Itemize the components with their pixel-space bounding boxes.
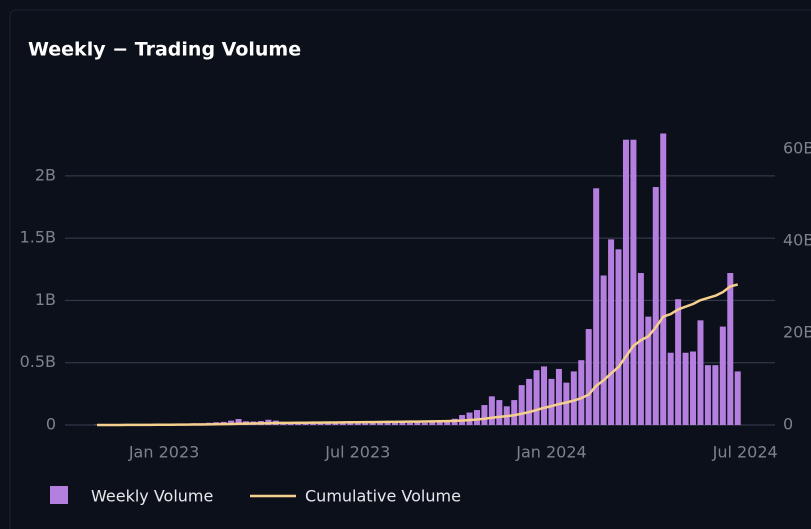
bar xyxy=(608,239,615,425)
bar xyxy=(421,422,428,425)
x-tick-label: Jan 2024 xyxy=(515,443,586,462)
bar xyxy=(310,423,317,425)
legend-swatch xyxy=(50,486,68,504)
bar xyxy=(317,423,324,425)
y-tick-label: 2B xyxy=(35,165,56,184)
bar xyxy=(727,273,734,425)
bar xyxy=(526,378,533,425)
bar xyxy=(518,385,525,425)
bar xyxy=(406,422,413,425)
y-tick-label: 1.5B xyxy=(20,228,56,247)
x-tick-label: Jan 2023 xyxy=(128,443,199,462)
bar xyxy=(392,422,399,425)
bar xyxy=(734,371,741,425)
bar xyxy=(235,419,242,425)
bar xyxy=(377,422,384,425)
y-tick-label: 0 xyxy=(46,415,56,434)
y2-tick-label: 0 xyxy=(783,415,793,434)
bar xyxy=(496,400,503,425)
bar xyxy=(533,370,540,425)
bar xyxy=(347,423,354,425)
bar xyxy=(444,421,451,425)
bar xyxy=(429,422,436,425)
line xyxy=(97,283,739,427)
bar xyxy=(667,352,674,425)
bar xyxy=(362,423,369,425)
bar xyxy=(332,423,339,425)
bar xyxy=(690,351,697,425)
bar xyxy=(473,410,480,425)
bar xyxy=(488,396,495,425)
bar xyxy=(384,422,391,425)
bar xyxy=(697,320,704,425)
x-tick-label: Jul 2024 xyxy=(712,443,778,462)
y2-tick-label: 40B xyxy=(783,230,811,249)
bar xyxy=(630,139,637,425)
bar xyxy=(682,352,689,425)
bar xyxy=(555,368,562,425)
y-tick-label: 0.5B xyxy=(20,352,56,371)
bar xyxy=(354,423,361,425)
bar xyxy=(511,400,518,425)
bar xyxy=(578,360,585,425)
bar xyxy=(324,423,331,425)
bar xyxy=(704,365,711,425)
chart-title: Weekly − Trading Volume xyxy=(28,39,301,61)
legend-label: Cumulative Volume xyxy=(305,487,461,506)
bar xyxy=(369,423,376,425)
bar xyxy=(712,365,719,425)
bar xyxy=(593,188,600,425)
bar xyxy=(585,329,592,425)
bar xyxy=(481,405,488,425)
bar xyxy=(660,133,667,425)
bar xyxy=(675,299,682,425)
bar xyxy=(637,273,644,425)
y2-tick-label: 20B xyxy=(783,322,811,341)
bar xyxy=(414,422,421,425)
bar xyxy=(541,366,548,425)
bar xyxy=(339,423,346,425)
bar xyxy=(466,412,473,425)
bar xyxy=(645,316,652,425)
bar xyxy=(436,421,443,425)
bar xyxy=(563,382,570,425)
x-tick-label: Jul 2023 xyxy=(324,443,390,462)
legend-label: Weekly Volume xyxy=(91,487,213,506)
y-tick-label: 1B xyxy=(35,290,56,309)
bar xyxy=(622,139,629,425)
bar xyxy=(570,371,577,425)
bar xyxy=(600,275,607,425)
bar xyxy=(399,422,406,425)
bar xyxy=(652,187,659,425)
bar xyxy=(548,378,555,425)
bar xyxy=(302,423,309,425)
y2-tick-label: 60B xyxy=(783,138,811,157)
bar xyxy=(719,326,726,425)
bar xyxy=(615,249,622,425)
